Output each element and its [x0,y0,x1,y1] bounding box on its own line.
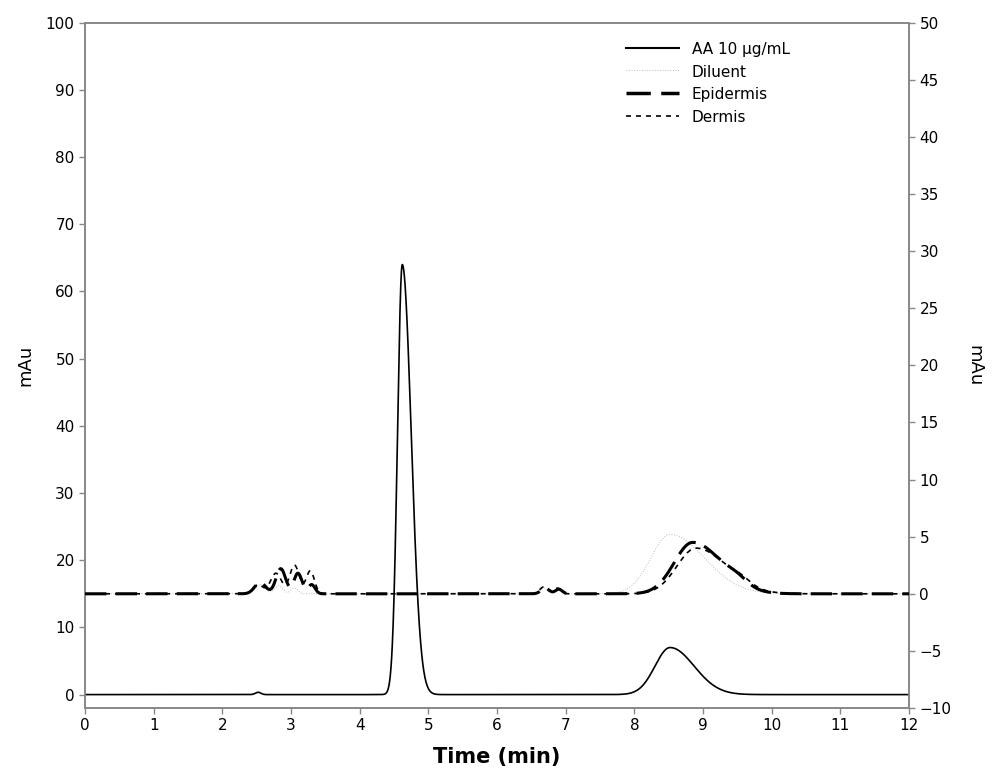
X-axis label: Time (min): Time (min) [433,747,561,768]
Y-axis label: mAu: mAu [17,345,35,386]
Legend: AA 10 μg/mL, Diluent, Epidermis, Dermis: AA 10 μg/mL, Diluent, Epidermis, Dermis [621,37,794,129]
Y-axis label: mAu: mAu [965,345,983,386]
